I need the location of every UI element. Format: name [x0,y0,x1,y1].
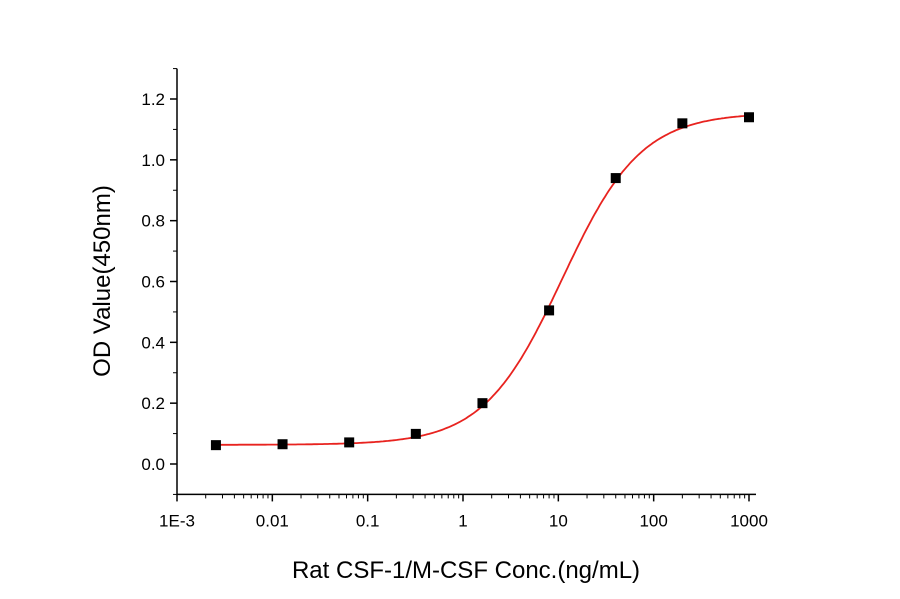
data-point [477,398,488,409]
y-tick-label: 1.2 [141,90,165,109]
data-points [210,112,754,451]
y-tick-label: 0.4 [141,333,165,352]
x-tick-label: 100 [639,511,667,530]
y-axis-label: OD Value(450nm) [89,185,116,377]
data-point [677,118,688,129]
y-tick-label: 0.6 [141,273,165,292]
x-tick-label: 10 [549,511,568,530]
x-tick-label: 1E-3 [159,511,195,530]
fit-curve [215,114,750,446]
fit-curve-group [215,114,750,446]
x-tick-label: 1000 [730,511,768,530]
x-tick-label: 0.1 [356,511,380,530]
data-point [744,112,754,123]
data-point [410,428,421,439]
x-axis-label: Rat CSF-1/M-CSF Conc.(ng/mL) [292,557,640,584]
data-point [344,437,355,448]
axes: 0.0 0.2 0.4 0.6 0.8 1.0 1.2 1E-3 0.01 0.1 1 10 100 10… [141,68,768,530]
x-tick-label: 0.01 [256,511,289,530]
y-tick-label: 1.0 [141,151,165,170]
data-point [210,440,221,451]
y-tick-label: 0.0 [141,455,165,474]
y-tick-label: 0.8 [141,212,165,231]
data-point [544,305,555,316]
data-point [610,173,621,184]
x-tick-label: 1 [458,511,467,530]
y-tick-label: 0.2 [141,394,165,413]
data-point [277,439,288,450]
